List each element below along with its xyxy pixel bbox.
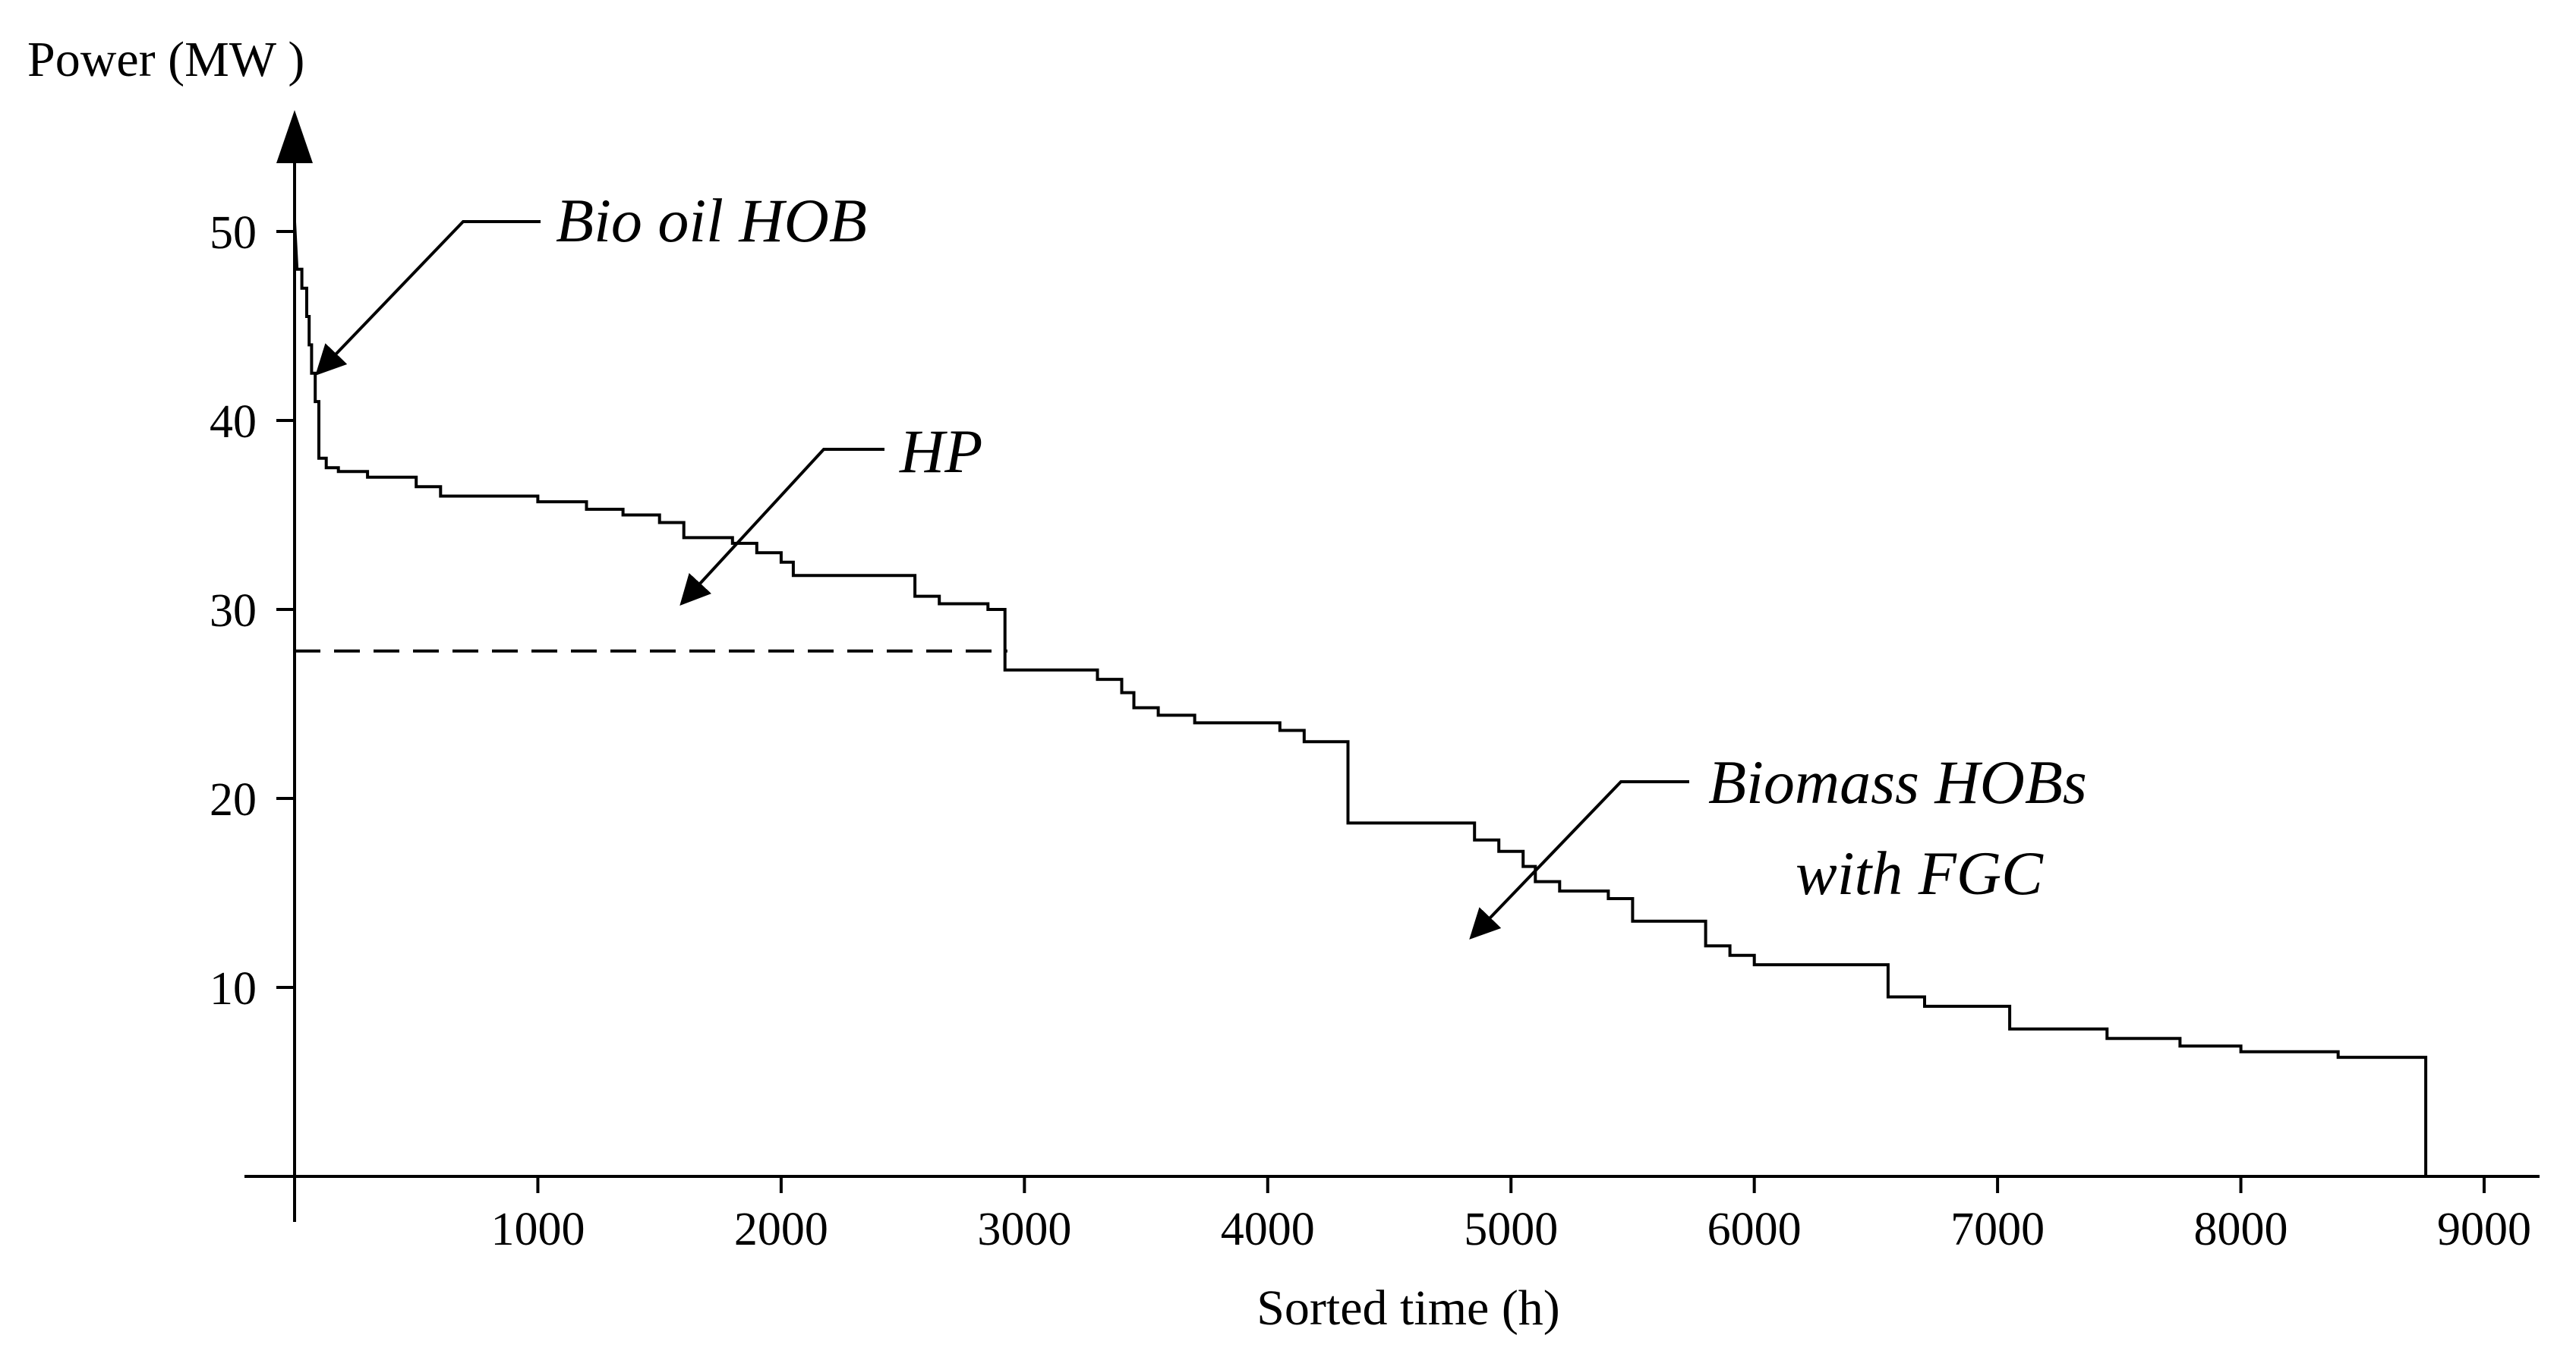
- x-tick-label: 4000: [1221, 1204, 1315, 1255]
- x-axis-label: Sorted time (h): [1256, 1280, 1560, 1336]
- x-tick-group: 1000 2000 3000 4000 5000 6000 7000 8000 9000: [490, 1176, 2531, 1255]
- x-tick-label: 2000: [734, 1204, 828, 1255]
- annotation-with-fgc: with FGC: [1796, 839, 2044, 908]
- y-tick-group: 10 20 30 40 50: [210, 207, 295, 1015]
- y-tick-label: 50: [210, 207, 257, 259]
- annotation-arrow-hp: [679, 448, 884, 606]
- y-axis-label: Power (MW ): [27, 32, 304, 87]
- x-tick-label: 3000: [977, 1204, 1071, 1255]
- annotation-biomass-hobs: Biomass HOBs: [1708, 748, 2087, 817]
- y-tick-label: 10: [210, 963, 257, 1015]
- annotation-arrow-bio-oil: [315, 220, 541, 376]
- annotation-bio-oil-hob: Bio oil HOB: [556, 186, 867, 255]
- annotation-hp: HP: [899, 417, 982, 486]
- y-tick-label: 30: [210, 585, 257, 637]
- x-tick-label: 8000: [2194, 1204, 2288, 1255]
- x-tick-label: 9000: [2437, 1204, 2531, 1255]
- x-tick-label: 7000: [1950, 1204, 2045, 1255]
- y-axis-arrow-icon: [276, 110, 313, 163]
- series-line: [293, 222, 2428, 1176]
- x-tick-label: 6000: [1707, 1204, 1802, 1255]
- x-tick-label: 1000: [490, 1204, 585, 1255]
- x-tick-label: 5000: [1464, 1204, 1558, 1255]
- y-tick-label: 20: [210, 774, 257, 826]
- y-tick-label: 40: [210, 396, 257, 448]
- annotation-arrow-biomass: [1469, 780, 1689, 940]
